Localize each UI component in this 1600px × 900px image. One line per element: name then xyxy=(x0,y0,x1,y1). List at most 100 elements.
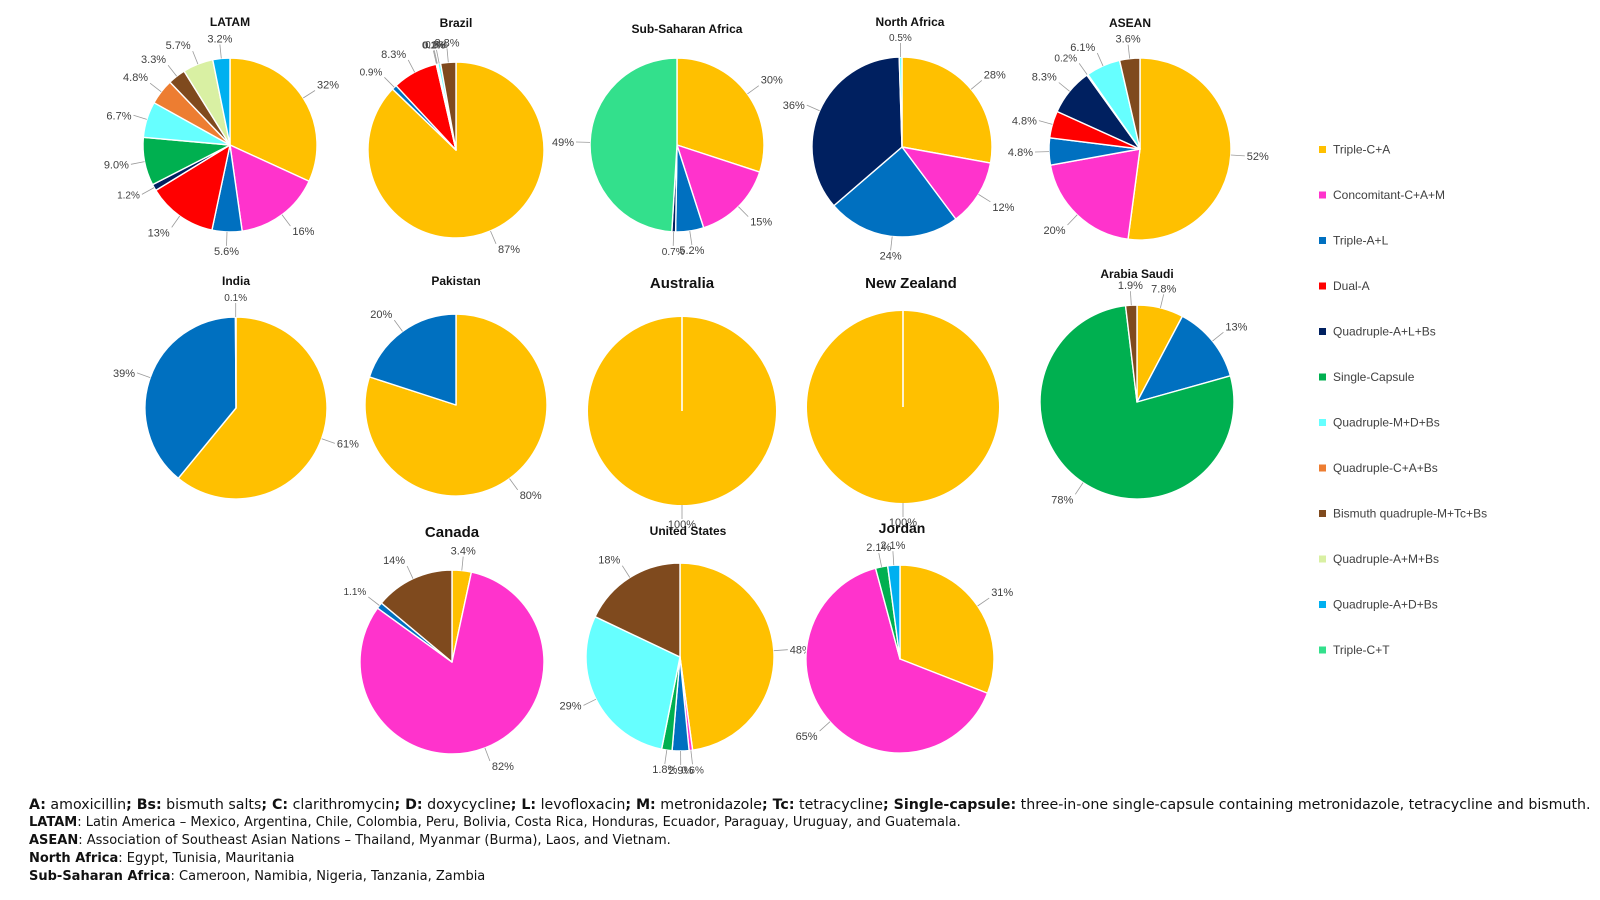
abbrev-def: doxycycline xyxy=(422,797,511,813)
data-label: 3.4% xyxy=(451,546,476,558)
data-label: 2.8% xyxy=(434,37,459,49)
region-def: : Latin America – Mexico, Argentina, Chi… xyxy=(77,815,961,830)
legend-item-concomitant-c-a-m: Concomitant-C+A+M xyxy=(1319,188,1445,202)
leader-line xyxy=(689,231,693,245)
leader-line xyxy=(226,231,228,246)
legend-label: Single-Capsule xyxy=(1333,370,1415,384)
slice-triple-a-l xyxy=(144,316,237,480)
data-label: 15% xyxy=(750,217,772,229)
leader-line xyxy=(621,565,631,578)
data-label: 3.3% xyxy=(141,54,166,66)
legend-item-triple-c-a: Triple-C+A xyxy=(1319,143,1390,157)
leader-line xyxy=(977,597,990,607)
chart-title: Arabia Saudi xyxy=(1100,267,1173,281)
leader-line xyxy=(892,551,895,566)
legend-swatch xyxy=(1319,419,1326,426)
legend: Triple-C+A Concomitant-C+A+M Triple-A+L Dua… xyxy=(1319,143,1487,657)
data-label: 4.8% xyxy=(123,72,148,84)
legend-item-triple-a-l: Triple-A+L xyxy=(1319,234,1389,248)
abbrev-term: ; M: xyxy=(625,797,656,813)
data-label: 32% xyxy=(317,80,339,92)
data-label: 3.2% xyxy=(207,34,232,46)
chart-title: United States xyxy=(650,524,727,538)
pie-chart-pakistan: Pakistan 80% 20% xyxy=(364,274,548,502)
abbreviations-footnote: A: amoxicillin; Bs: bismuth salts; C: cl… xyxy=(29,796,1591,886)
legend-swatch xyxy=(1319,464,1326,472)
leader-line xyxy=(302,90,316,99)
region-term: Sub-Saharan Africa xyxy=(29,869,171,884)
legend-swatch xyxy=(1319,555,1326,563)
data-label: 5.2% xyxy=(679,245,704,257)
leader-line xyxy=(171,215,181,228)
data-label: 4.8% xyxy=(1012,116,1037,128)
slice-triple-c-a xyxy=(177,316,328,500)
leader-line xyxy=(509,478,519,491)
leader-line xyxy=(446,48,449,63)
legend-label: Concomitant-C+A+M xyxy=(1333,188,1445,202)
leader-line xyxy=(141,187,155,195)
data-label: 5.7% xyxy=(166,40,191,52)
data-label: 1.2% xyxy=(117,190,140,201)
leader-line xyxy=(490,230,497,244)
leader-line xyxy=(167,64,178,77)
slice-quadruple-m-d-bs xyxy=(234,316,237,409)
data-label: 100% xyxy=(889,517,917,529)
abbreviations-line: A: amoxicillin; Bs: bismuth salts; C: cl… xyxy=(29,796,1591,814)
leader-line xyxy=(219,44,222,59)
data-label: 13% xyxy=(1225,321,1247,333)
data-label: 7.8% xyxy=(1151,283,1176,295)
abbrev-def: amoxicillin xyxy=(45,797,127,813)
data-label: 100% xyxy=(668,519,696,531)
data-label: 0.1% xyxy=(422,41,445,52)
chart-title: LATAM xyxy=(210,15,250,29)
leader-line xyxy=(1127,44,1131,59)
legend-swatch xyxy=(1319,646,1326,654)
data-label: 65% xyxy=(796,731,818,743)
leader-line xyxy=(1058,82,1070,92)
data-label: 36% xyxy=(783,100,805,112)
region-note-latam: LATAM: Latin America – Mexico, Argentina… xyxy=(29,814,1569,832)
legend-item-quadruple-m-d-bs: Quadruple-M+D+Bs xyxy=(1319,416,1440,430)
slice-triple-a-l xyxy=(368,313,457,406)
data-label: 24% xyxy=(880,250,902,262)
legend-swatch xyxy=(1319,328,1326,335)
leader-line xyxy=(433,50,438,65)
data-label: 61% xyxy=(337,438,359,450)
abbrev-def: clarithromycin xyxy=(288,797,395,813)
data-label: 1.8% xyxy=(652,764,677,776)
pie-charts-figure: LATAM32%16%5.6%13%1.2%9.0%6.7%4.8%3.3%5.… xyxy=(104,15,1487,777)
data-label: 6.7% xyxy=(106,110,131,122)
legend-item-quadruple-c-a-bs: Quadruple-C+A+Bs xyxy=(1319,461,1438,475)
data-label: 2.1% xyxy=(880,540,905,552)
leader-line xyxy=(1067,214,1078,226)
region-def: : Cameroon, Namibia, Nigeria, Tanzania, … xyxy=(170,869,486,884)
slice-bismuth-quadruple-m-tc-bs xyxy=(380,569,453,663)
data-label: 4.8% xyxy=(1008,147,1033,159)
slice-concomitant-c-a-m xyxy=(1049,148,1141,240)
slice-triple-c-a xyxy=(1127,57,1232,241)
leader-line xyxy=(406,565,414,579)
slice-quadruple-a-l-bs xyxy=(811,56,903,207)
leader-line xyxy=(281,214,291,227)
pie-chart-asean: ASEAN 52% 20% 4.8% 4.8% 8.3% 0.2%6.1% 3.6% xyxy=(1008,16,1269,241)
chart-title: Brazil xyxy=(440,16,473,30)
slice-bismuth-quadruple-m-tc-bs xyxy=(594,562,681,658)
leader-line xyxy=(1078,63,1088,76)
legend-swatch xyxy=(1319,282,1326,290)
abbrev-term: ; Bs: xyxy=(126,797,162,813)
leader-line xyxy=(461,556,464,571)
legend-item-quadruple-a-l-bs: Quadruple-A+L+Bs xyxy=(1319,325,1436,339)
legend-label: Triple-A+L xyxy=(1333,234,1389,248)
leader-line xyxy=(136,372,151,378)
pie-chart-new-zealand: New Zealand 100% xyxy=(807,275,999,529)
data-label: 6.1% xyxy=(1070,42,1095,54)
region-term: North Africa xyxy=(29,851,119,866)
data-label: 5.6% xyxy=(214,246,239,258)
legend-item-quadruple-a-m-bs: Quadruple-A+M+Bs xyxy=(1319,552,1439,566)
leader-line xyxy=(1074,482,1084,495)
leader-line xyxy=(773,649,788,652)
data-label: 18% xyxy=(598,555,620,567)
leader-line xyxy=(484,747,491,762)
slice-quadruple-m-d-bs xyxy=(898,56,903,148)
